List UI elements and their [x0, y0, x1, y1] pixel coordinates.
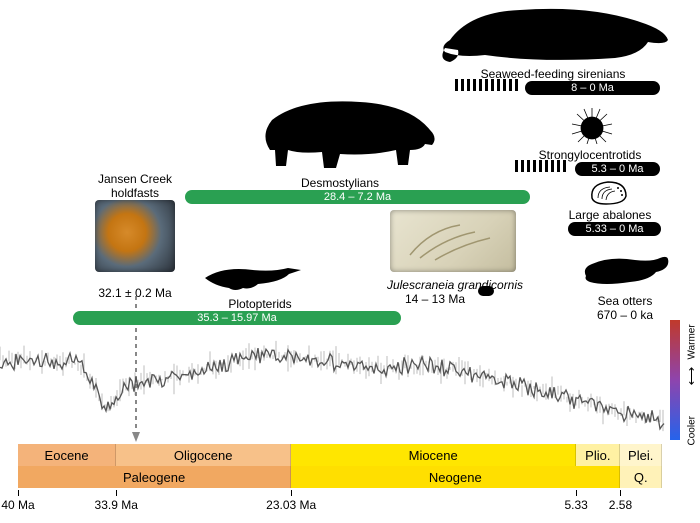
temp-gradient-bar	[670, 320, 680, 440]
period-row: PaleogeneNeogeneQ.	[18, 466, 662, 488]
plotopterid-silhouette	[203, 260, 303, 294]
epoch-row: EoceneOligoceneMiocenePlio.Plei.	[18, 444, 662, 466]
timeline-ticks: 40 Ma33.9 Ma23.03 Ma5.332.58	[18, 490, 662, 518]
otter-range: 670 – 0 ka	[585, 308, 665, 322]
desmo-label: Desmostylians	[280, 176, 400, 190]
jules-label: Julescraneia grandicornis	[370, 278, 540, 292]
sirenian-label: Seaweed-feeding sirenians	[453, 67, 653, 81]
jules-range: 14 – 13 Ma	[395, 292, 475, 306]
desmo-pill: 28.4 – 7.2 Ma	[185, 190, 530, 204]
urchin-pill: 5.3 – 0 Ma	[575, 162, 660, 176]
temp-cooler-label: Cooler	[687, 406, 698, 446]
sirenian-pill: 8 – 0 Ma	[525, 81, 660, 95]
ploto-pill: 35.3 – 15.97 Ma	[73, 311, 401, 325]
sirenian-silhouette	[440, 0, 670, 65]
urchin-label: Strongylocentrotids	[520, 148, 660, 162]
jansen-range: 32.1 ± 0.2 Ma	[80, 286, 190, 300]
abalone-silhouette	[588, 178, 628, 206]
jansen-label-2: holdfasts	[85, 186, 185, 200]
temp-warmer-label: Warmer	[687, 320, 698, 360]
otter-label: Sea otters	[585, 294, 665, 308]
temperature-curve	[0, 325, 665, 443]
temp-arrow: ⟷	[683, 367, 699, 386]
julescraneia-photo	[390, 210, 516, 272]
abalone-pill: 5.33 – 0 Ma	[568, 222, 661, 236]
seaotter-silhouette	[580, 246, 670, 290]
urchin-silhouette	[570, 106, 614, 144]
jansen-label-1: Jansen Creek	[85, 172, 185, 186]
abalone-label: Large abalones	[555, 208, 665, 222]
ploto-label: Plotopterids	[210, 297, 310, 311]
desmostylian-silhouette	[250, 90, 440, 172]
jansen-creek-photo	[95, 200, 175, 272]
